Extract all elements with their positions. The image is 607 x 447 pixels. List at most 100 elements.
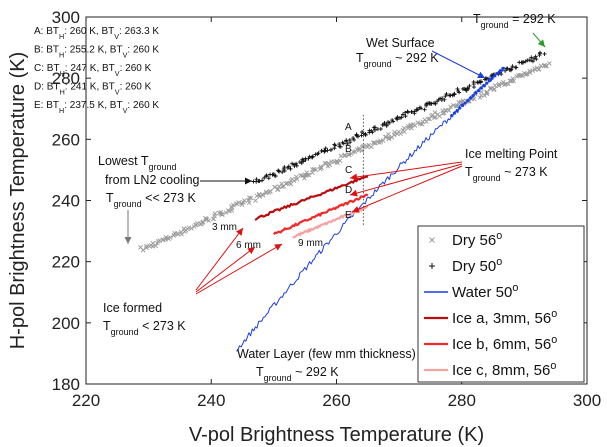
data-point [260,192,265,197]
data-point [239,202,245,208]
data-point [537,50,542,55]
arrow-tground-top-head [537,39,545,47]
data-point [178,229,184,235]
data-point [367,128,372,133]
data-point [520,73,525,78]
data-point [493,74,497,78]
data-point [384,122,389,127]
arrow-melting-b [349,163,463,196]
arrow-lowest-head [245,177,252,185]
data-point [532,66,537,72]
x-tick-label: 220 [72,391,100,410]
data-point [505,66,510,71]
data-point [457,90,462,95]
data-point [455,86,460,91]
data-point [441,110,447,116]
data-point [260,178,265,183]
data-point [547,61,552,66]
data-point [450,114,454,118]
data-point [294,161,299,166]
legend-swatch [429,237,435,243]
x-tick-label: 300 [573,391,601,410]
data-point [275,186,281,192]
data-point [322,149,327,154]
arrow-wet-surface-head [477,71,485,78]
label-9mm: 9 mm [298,238,323,249]
data-point [322,149,327,154]
data-point [463,101,467,105]
arrow-ice-formed-c-head [274,244,282,251]
data-point [175,232,181,237]
data-point [334,159,340,165]
data-point [511,78,517,84]
data-point [294,174,299,180]
data-point [442,97,447,102]
legend-label: Dry 56o [452,230,502,249]
data-point [435,112,441,117]
data-point [264,173,269,178]
data-point [387,120,392,125]
data-point [509,67,514,72]
data-point [495,71,500,75]
data-point [155,239,161,244]
data-point [271,172,276,177]
data-point [491,86,497,92]
data-point [412,109,417,114]
data-point [398,131,403,136]
annotation-ln2: from LN2 cooling [105,173,200,187]
data-point [452,91,457,96]
data-point [477,88,481,93]
data-point [433,101,438,106]
label-e: E [345,210,352,221]
data-point [306,156,311,161]
legend-box [417,225,585,383]
annotation-layer: A: BTH: 260 K, BTV: 263.3 K B: BTH: 255.2… [34,12,558,383]
data-point [530,59,535,64]
y-tick-label: 180 [52,375,80,394]
data-point [212,211,218,216]
data-point [319,165,324,171]
arrow-melting-a [349,161,463,179]
data-point [466,86,471,91]
data-point [465,86,470,91]
data-point [500,79,506,85]
data-point [488,86,493,92]
data-point [337,144,342,149]
data-point [273,174,278,179]
annotation-ice-formed: Ice formed [103,301,162,315]
data-point [415,120,421,126]
label-b: B [345,144,352,155]
data-point [446,108,452,113]
arrow-melting-a-head [350,173,358,181]
data-point [276,169,281,174]
data-point [370,130,375,135]
data-point [337,158,343,163]
data-point [401,125,407,131]
data-point [467,83,472,88]
arrow-melting-c-head [352,206,360,213]
data-point [306,172,312,178]
arrow-ice-formed-a-head [235,228,243,236]
data-point [165,235,171,241]
data-point [338,153,344,159]
data-point [288,166,293,171]
data-point [282,165,287,170]
data-point [363,131,368,136]
annotation-ice-formed-tground: Tground < 273 K [103,319,186,337]
data-point [510,64,515,69]
legend-label: Ice a, 3mm, 56o [452,308,557,327]
series-line [236,67,506,352]
data-point [286,164,291,169]
data-point [468,96,473,100]
data-point [444,92,449,97]
data-point [471,79,476,84]
data-point [453,103,459,109]
data-point [460,103,465,108]
data-point [171,233,177,238]
data-point [482,93,487,98]
condition-d: D: BTH: 241 K, BTV: 260 K [34,82,152,97]
data-point [342,152,348,158]
y-tick-label: 200 [52,314,80,333]
legend-swatch [429,263,435,269]
data-point [422,107,427,112]
